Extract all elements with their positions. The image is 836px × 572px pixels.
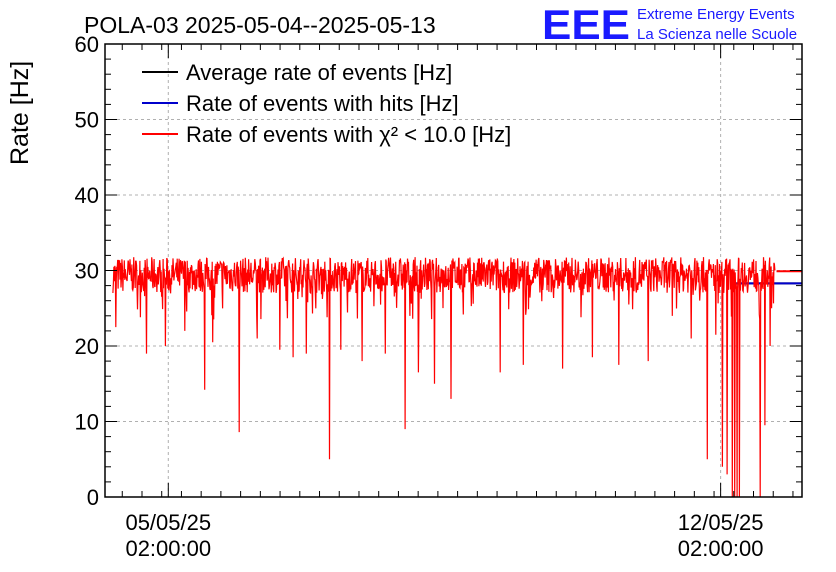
- y-tick-label: 20: [75, 334, 99, 359]
- x-tick-label-date: 05/05/25: [125, 510, 211, 535]
- grid-lines: [105, 44, 802, 497]
- legend-label-average: Average rate of events [Hz]: [186, 60, 452, 85]
- y-tick-label: 60: [75, 32, 99, 57]
- eee-logo-line1: Extreme Energy Events: [637, 6, 795, 23]
- chart-title: POLA-03 2025-05-04--2025-05-13: [84, 12, 436, 38]
- x-tick-label-time: 02:00:00: [678, 536, 764, 561]
- x-tick-label-time: 02:00:00: [125, 536, 211, 561]
- eee-logo: EEE Extreme Energy Events La Scienza nel…: [542, 1, 797, 48]
- y-tick-label: 30: [75, 259, 99, 284]
- x-tick-label-date: 12/05/25: [678, 510, 764, 535]
- eee-logo-line2: La Scienza nelle Scuole: [637, 26, 797, 43]
- axis-ticks: 010203040506005/05/2502:00:0012/05/2502:…: [75, 32, 802, 561]
- data-traces: [112, 256, 802, 498]
- eee-logo-mark: EEE: [542, 1, 630, 48]
- chi2-rate-trace: [112, 256, 776, 498]
- legend-label-chi2: Rate of events with χ² < 10.0 [Hz]: [186, 122, 511, 147]
- y-tick-label: 10: [75, 410, 99, 435]
- y-tick-label: 50: [75, 108, 99, 133]
- y-tick-label: 40: [75, 183, 99, 208]
- y-axis-label: Rate [Hz]: [6, 61, 34, 165]
- legend: Average rate of events [Hz] Rate of even…: [142, 60, 511, 147]
- legend-label-hits: Rate of events with hits [Hz]: [186, 91, 459, 116]
- y-tick-label: 0: [87, 485, 99, 510]
